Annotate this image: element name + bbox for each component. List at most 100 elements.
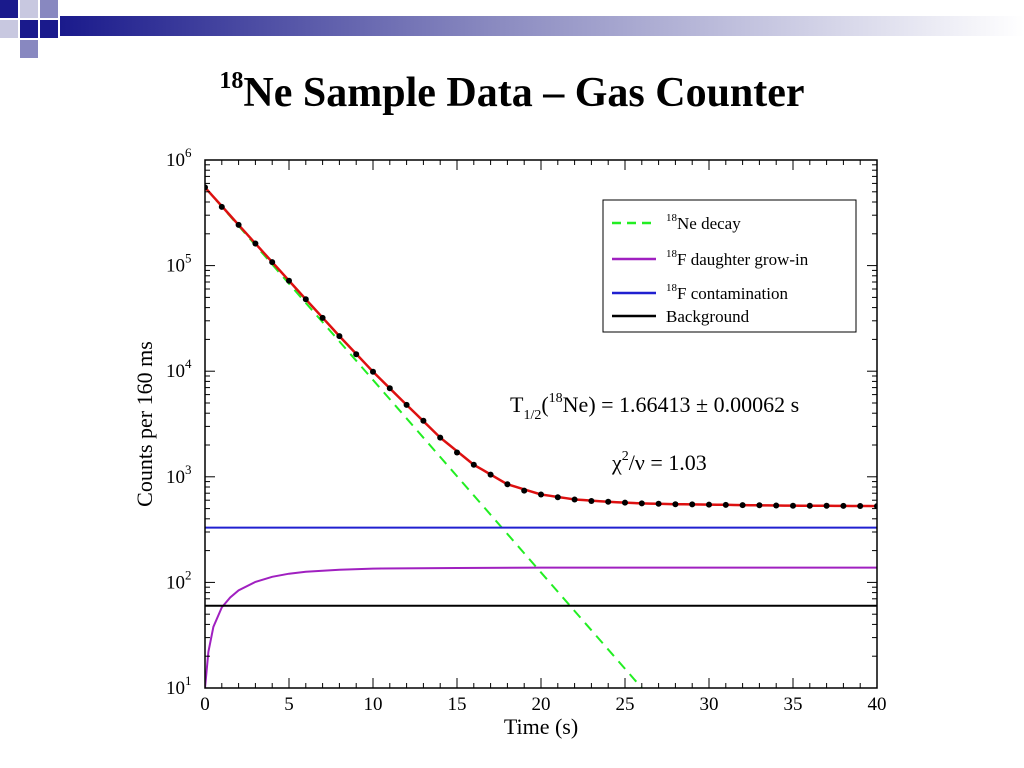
header-square — [40, 20, 58, 38]
x-axis-title: Time (s) — [504, 714, 578, 739]
y-tick-label: 101 — [166, 673, 192, 699]
data-point — [571, 496, 578, 503]
data-point — [806, 502, 813, 509]
data-point — [840, 502, 847, 509]
legend-label-ne-decay: 18Ne decay — [666, 212, 741, 233]
data-point — [504, 481, 511, 488]
y-tick-label: 104 — [166, 356, 192, 382]
data-point — [470, 461, 477, 468]
legend-label-sup: 18 — [666, 282, 678, 294]
data-point — [370, 368, 376, 375]
x-tick-label: 20 — [532, 694, 551, 715]
legend-item-f-contamination: 18F contamination — [612, 282, 788, 303]
data-point — [521, 487, 528, 494]
data-point — [319, 314, 326, 321]
x-tick-label: 10 — [364, 694, 383, 715]
half-life-subscript: 1/2 — [523, 408, 541, 423]
x-tick-label: 30 — [700, 694, 719, 715]
legend-label-text: F daughter grow-in — [677, 250, 809, 269]
legend-label-sup: 18 — [666, 248, 678, 260]
legend-item-ne-decay: 18Ne decay — [612, 212, 741, 233]
data-point — [386, 385, 393, 392]
header-square — [20, 20, 38, 38]
legend-label-text: F contamination — [677, 284, 788, 303]
x-tick-labels: 0 5 10 15 20 25 30 35 40 — [200, 694, 886, 715]
y-tick-exponent: 6 — [185, 145, 192, 160]
y-tick-label: 103 — [166, 462, 192, 488]
data-point — [739, 502, 746, 509]
data-point — [773, 502, 780, 509]
chi-superscript: 2 — [622, 449, 629, 464]
data-point — [790, 502, 796, 509]
data-point — [554, 494, 561, 501]
y-tick-label: 106 — [166, 145, 192, 171]
data-point — [252, 240, 259, 247]
x-tick-label: 0 — [200, 694, 210, 715]
header-square — [0, 20, 18, 38]
data-point — [638, 500, 645, 507]
y-tick-base: 10 — [166, 678, 185, 699]
data-point — [336, 333, 343, 340]
plot-content — [205, 184, 877, 688]
y-tick-base: 10 — [166, 150, 185, 171]
x-tick-label: 25 — [616, 694, 635, 715]
data-point — [722, 501, 729, 508]
data-point — [756, 502, 763, 509]
header-square — [0, 0, 18, 18]
data-point — [622, 499, 628, 506]
data-point — [823, 502, 830, 509]
x-tick-label: 40 — [868, 694, 887, 715]
data-point — [269, 259, 276, 266]
legend-label-f-contamination: 18F contamination — [666, 282, 788, 303]
legend-label-text: Ne decay — [677, 214, 741, 233]
data-point — [403, 401, 410, 408]
ne-decay-line — [205, 186, 643, 688]
y-tick-base: 10 — [166, 467, 185, 488]
half-life-t: T — [510, 392, 524, 417]
data-point — [706, 501, 712, 508]
legend-label-f-grow-in: 18F daughter grow-in — [666, 248, 809, 269]
data-point — [420, 417, 427, 424]
data-point — [672, 501, 679, 508]
header-square — [20, 0, 38, 18]
data-point — [538, 491, 544, 498]
y-tick-label: 105 — [166, 251, 192, 277]
y-tick-exponent: 4 — [185, 356, 192, 371]
data-point — [588, 498, 595, 504]
half-life-value: Ne) = 1.66413 ± 0.00062 s — [563, 392, 800, 417]
y-tick-base: 10 — [166, 256, 185, 277]
data-point — [487, 471, 494, 478]
data-point — [655, 500, 662, 507]
legend: 18Ne decay 18F daughter grow-in 18F cont… — [602, 199, 857, 333]
half-life-annotation: T1/2(18Ne) = 1.66413 ± 0.00062 s — [510, 391, 799, 423]
data-point — [235, 221, 242, 228]
data-point — [689, 501, 696, 508]
legend-label-background: Background — [666, 307, 750, 326]
header-square — [40, 0, 58, 18]
x-tick-label: 35 — [784, 694, 803, 715]
data-point — [454, 449, 460, 456]
chi-symbol: χ — [611, 450, 622, 475]
data-point — [218, 203, 225, 210]
data-point — [302, 296, 309, 303]
legend-item-background: Background — [612, 307, 750, 326]
y-tick-exponent: 5 — [185, 251, 192, 266]
header-decoration — [0, 0, 1024, 58]
slide-title-superscript: 18 — [219, 68, 244, 94]
half-life-open: ( — [541, 392, 548, 417]
y-tick-label: 102 — [166, 567, 192, 593]
legend-label-sup: 18 — [666, 212, 678, 224]
y-tick-exponent: 2 — [185, 567, 192, 582]
data-point — [437, 434, 444, 441]
y-axis-title: Counts per 160 ms — [132, 341, 157, 507]
half-life-superscript: 18 — [549, 391, 563, 406]
x-tick-label: 5 — [284, 694, 294, 715]
data-point — [857, 503, 864, 509]
header-gradient-bar — [60, 16, 1024, 36]
y-tick-exponent: 1 — [185, 673, 192, 688]
y-tick-base: 10 — [166, 572, 185, 593]
chi-value: /ν = 1.03 — [629, 450, 707, 475]
header-square — [20, 40, 38, 58]
